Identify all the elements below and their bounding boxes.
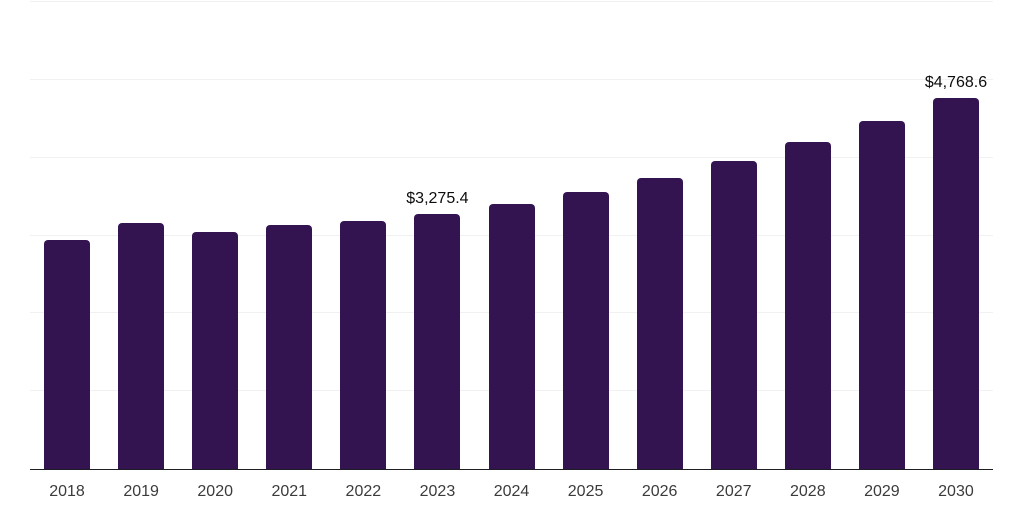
bar-2024 [488, 203, 535, 469]
value-label-2030: $4,768.6 [924, 73, 988, 91]
bar-2023 [414, 214, 461, 469]
bar-2025 [562, 191, 609, 469]
x-tick-2029: 2029 [864, 483, 900, 500]
x-tick-2023: 2023 [419, 483, 456, 500]
x-axis-line [30, 468, 993, 470]
x-tick-2028: 2028 [790, 483, 826, 500]
bar-2022 [340, 221, 387, 469]
plot-area: $3,275.4 $4,768.6 [30, 1, 993, 470]
gridline-5000 [30, 78, 993, 80]
bar-2028 [784, 142, 831, 469]
bar-2019 [118, 223, 165, 469]
x-tick-2027: 2027 [715, 483, 752, 500]
bar-2029 [858, 121, 905, 469]
x-axis-labels: 2018 2019 2020 2021 2022 2023 2024 2025 2026 2027… [30, 484, 993, 504]
gridline-6000 [30, 1, 993, 2]
x-tick-2020: 2020 [197, 483, 233, 500]
bar-2027 [710, 161, 757, 469]
bar-2026 [636, 178, 683, 469]
bar-2030 [932, 97, 979, 469]
x-tick-2021: 2021 [271, 483, 308, 500]
bar-2021 [266, 225, 313, 469]
x-tick-2026: 2026 [641, 483, 678, 500]
bar-2018 [44, 240, 91, 469]
x-tick-2022: 2022 [345, 483, 382, 500]
value-label-2023: $3,275.4 [406, 190, 469, 208]
x-tick-2019: 2019 [123, 483, 159, 500]
x-tick-2018: 2018 [49, 483, 85, 500]
x-tick-2025: 2025 [567, 483, 604, 500]
x-tick-2030: 2030 [938, 483, 974, 500]
gridline-4000 [30, 156, 993, 158]
bar-2020 [192, 232, 239, 469]
x-tick-2024: 2024 [493, 483, 530, 500]
